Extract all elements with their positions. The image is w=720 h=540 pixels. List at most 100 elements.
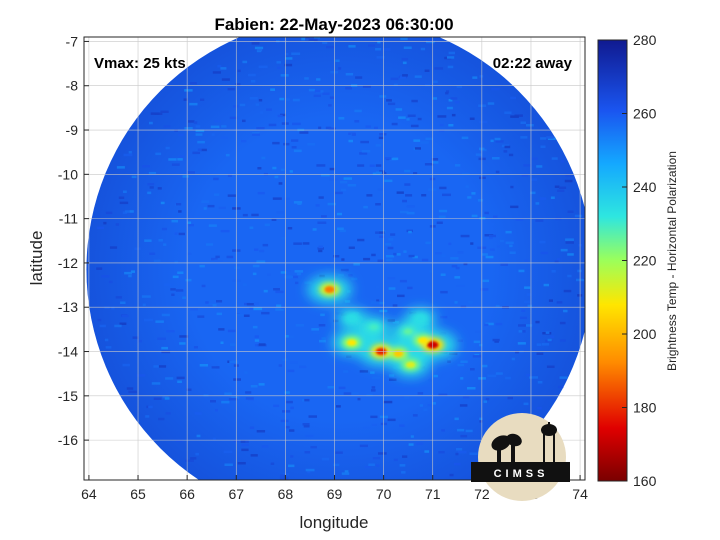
swath-pixel bbox=[460, 305, 467, 309]
swath-pixel bbox=[304, 499, 312, 502]
swath-pixel bbox=[524, 300, 531, 304]
swath-pixel bbox=[225, 153, 230, 157]
swath-pixel bbox=[282, 473, 290, 476]
swath-pixel bbox=[460, 360, 468, 363]
swath-pixel bbox=[354, 109, 362, 113]
swath-pixel bbox=[424, 163, 434, 166]
swath-pixel bbox=[289, 361, 299, 364]
swath-pixel bbox=[540, 251, 549, 255]
swath-pixel bbox=[482, 279, 489, 283]
swath-pixel bbox=[333, 463, 340, 467]
swath-pixel bbox=[519, 330, 526, 333]
swath-pixel bbox=[365, 489, 368, 492]
swath-pixel bbox=[307, 470, 311, 474]
swath-pixel bbox=[175, 289, 184, 292]
swath-pixel bbox=[398, 116, 406, 119]
swath-pixel bbox=[370, 371, 375, 374]
swath-pixel bbox=[185, 278, 192, 282]
swath-pixel bbox=[366, 194, 373, 197]
swath-pixel bbox=[196, 434, 201, 438]
swath-pixel bbox=[377, 40, 381, 44]
y-axis-label: latitude bbox=[27, 231, 46, 286]
swath-pixel bbox=[221, 125, 227, 128]
x-tick-label: 72 bbox=[474, 486, 490, 502]
swath-pixel bbox=[327, 386, 334, 389]
swath-pixel bbox=[407, 504, 413, 507]
swath-pixel bbox=[206, 243, 213, 246]
swath-pixel bbox=[508, 153, 514, 157]
swath-pixel bbox=[414, 147, 421, 150]
swath-pixel bbox=[105, 211, 113, 215]
colorbar-tick-label: 280 bbox=[633, 32, 657, 48]
swath-pixel bbox=[270, 88, 275, 91]
swath-pixel bbox=[178, 133, 184, 137]
swath-pixel bbox=[423, 408, 428, 411]
swath-pixel bbox=[142, 303, 146, 307]
swath-pixel bbox=[343, 392, 352, 395]
swath-pixel bbox=[159, 365, 167, 368]
swath-pixel bbox=[285, 335, 289, 338]
swath-pixel bbox=[213, 177, 219, 181]
swath-pixel bbox=[268, 123, 277, 127]
data-layer bbox=[86, 37, 585, 507]
swath-pixel bbox=[250, 385, 258, 388]
swath-pixel bbox=[255, 103, 260, 106]
swath-pixel bbox=[227, 194, 237, 197]
swath-pixel bbox=[525, 324, 533, 327]
swath-pixel bbox=[158, 239, 163, 242]
swath-pixel bbox=[519, 316, 528, 320]
swath-pixel bbox=[526, 293, 532, 296]
swath-pixel bbox=[315, 204, 320, 207]
x-tick-label: 71 bbox=[425, 486, 441, 502]
swath-pixel bbox=[333, 319, 339, 323]
swath-pixel bbox=[404, 396, 409, 399]
swath-pixel bbox=[258, 343, 266, 346]
swath-pixel bbox=[335, 451, 343, 454]
swath-pixel bbox=[294, 270, 304, 273]
swath-pixel bbox=[390, 77, 399, 81]
swath-pixel bbox=[371, 253, 376, 257]
swath-pixel bbox=[530, 178, 538, 181]
swath-pixel bbox=[189, 102, 198, 106]
swath-pixel bbox=[195, 452, 199, 456]
swath-pixel bbox=[273, 288, 280, 291]
swath-pixel bbox=[469, 117, 475, 120]
swath-pixel bbox=[187, 221, 192, 224]
swath-pixel bbox=[327, 202, 336, 206]
swath-pixel bbox=[318, 126, 322, 130]
swath-pixel bbox=[245, 397, 254, 400]
swath-pixel bbox=[373, 126, 378, 130]
swath-pixel bbox=[439, 123, 444, 127]
swath-pixel bbox=[434, 251, 442, 255]
swath-pixel bbox=[281, 237, 287, 240]
x-tick-label: 66 bbox=[179, 486, 195, 502]
swath-pixel bbox=[245, 391, 252, 394]
swath-pixel bbox=[275, 308, 284, 311]
swath-pixel bbox=[153, 397, 162, 400]
swath-pixel bbox=[357, 397, 361, 401]
swath-pixel bbox=[187, 171, 195, 174]
swath-pixel bbox=[116, 166, 125, 169]
swath-pixel bbox=[285, 425, 290, 429]
swath-pixel bbox=[194, 412, 202, 415]
swath-pixel bbox=[468, 301, 473, 304]
swath-pixel bbox=[451, 264, 458, 268]
swath-pixel bbox=[96, 226, 104, 230]
swath-pixel bbox=[385, 255, 395, 258]
swath-pixel bbox=[363, 257, 371, 261]
swath-pixel bbox=[510, 115, 519, 118]
swath-pixel bbox=[221, 78, 230, 81]
swath-pixel bbox=[461, 136, 469, 140]
swath-pixel bbox=[161, 227, 167, 231]
swath-pixel bbox=[124, 271, 132, 275]
swath-pixel bbox=[428, 188, 437, 191]
x-tick-label: 67 bbox=[228, 486, 244, 502]
swath-pixel bbox=[359, 370, 369, 373]
swath-pixel bbox=[283, 197, 290, 200]
swath-pixel bbox=[402, 199, 407, 203]
swath-pixel bbox=[201, 200, 210, 203]
swath-pixel bbox=[123, 190, 127, 193]
swath-pixel bbox=[491, 87, 500, 91]
swath-pixel bbox=[280, 419, 289, 423]
swath-pixel bbox=[132, 336, 139, 339]
